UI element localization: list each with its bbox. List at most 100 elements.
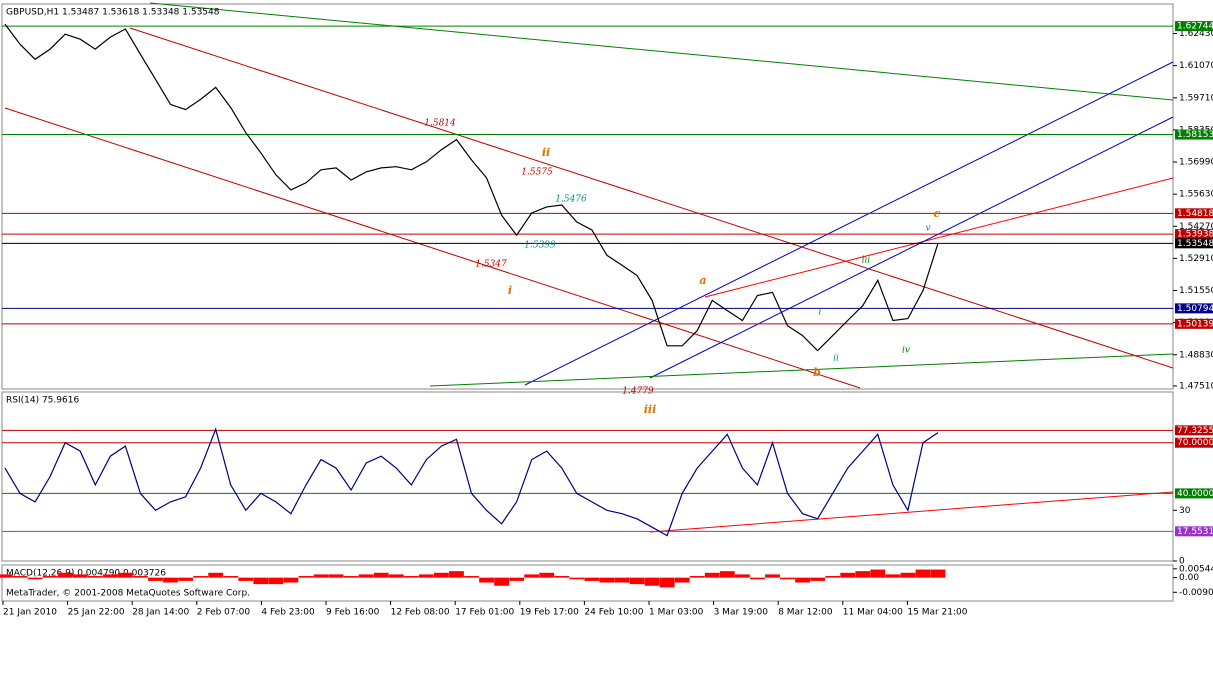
level-label: 1.62744 [1177,22,1213,32]
histogram-bar [133,576,148,578]
level-label: 40.0000 [1177,489,1213,499]
rsi-panel [1,391,1174,562]
histogram-bar [328,574,344,578]
histogram-bar [102,574,118,578]
histogram-bar [193,576,209,578]
histogram-bar [358,574,374,578]
histogram-bar [885,574,901,578]
histogram-bar [72,574,88,578]
histogram-bar [689,576,705,578]
series-line [4,427,939,537]
level-label-box [1175,488,1213,499]
histogram-bar [148,577,163,581]
wave-annotation: i [508,284,512,297]
macd-panel [1,564,1174,602]
y-tick-label: 1.59710 [1179,93,1213,103]
wave-annotation: c [934,207,941,220]
wave-annotation: b [813,366,821,379]
histogram-bar [238,577,254,581]
trendline [704,177,1174,298]
wave-annotation: v [925,224,930,234]
x-tick-label: 1 Mar 03:00 [649,608,704,618]
histogram-bar [584,577,600,581]
wave-annotation: iii [644,403,657,416]
y-tick-label: 0.00544 [1179,564,1213,574]
level-label: 70.0000 [1177,438,1213,448]
y-tick-label: -0.00903 [1179,588,1213,598]
histogram-bar [117,572,133,578]
histogram-bar [825,576,841,578]
histogram-bar [614,577,630,583]
histogram-bar [12,576,28,578]
level-label-box [1175,129,1213,140]
x-tick-label: 12 Feb 08:00 [391,608,450,618]
histogram-bar [704,572,720,578]
histogram-bar [795,577,810,583]
level-label-box [1175,208,1213,219]
footer: MetaTrader, © 2001-2008 MetaQuotes Softw… [6,589,250,599]
histogram-bar [87,576,103,578]
histogram-bar [509,577,525,581]
histogram-bar [403,576,419,578]
histogram-bar [930,569,946,578]
trendline [649,491,1174,533]
histogram-bar [418,574,434,578]
x-tick-label: 15 Mar 21:00 [907,608,967,618]
histogram-bar [433,572,449,578]
y-tick-label: 1.55630 [1179,190,1213,200]
histogram-bar [283,577,299,583]
histogram-bar [42,576,58,578]
histogram-bar [780,577,795,580]
x-tick-label: 8 Mar 12:00 [778,608,833,618]
histogram-bar [659,577,675,588]
histogram-bar [539,572,555,578]
wave-annotation: a [699,274,706,287]
level-label: 1.58153 [1177,130,1213,140]
level-label-box [1175,425,1213,436]
histogram-bar [494,577,510,586]
level-label-box [1175,238,1213,249]
histogram-bar [223,576,239,578]
wave-annotation: iii [862,256,871,266]
x-tick-label: 4 Feb 23:00 [261,608,315,618]
wave-annotation: 1.5347 [475,260,507,270]
trendline [129,27,1174,369]
histogram-bar [479,577,494,583]
histogram-bar [0,574,13,578]
wave-annotation: ii [542,146,550,159]
panel-title: MACD(12,26,9) 0.004790 0.003726 [6,569,166,579]
histogram-bar [569,577,585,580]
histogram-bar [27,577,43,580]
histogram-bar [734,574,750,578]
x-tick-label: 21 Jan 2010 [3,608,57,618]
trendline [429,353,1174,387]
histogram-bar [313,574,329,578]
x-tick-label: 19 Feb 17:00 [520,608,579,618]
histogram-bar [268,577,284,585]
level-label-box [1175,303,1213,314]
histogram-bar [644,577,660,586]
histogram-bar [178,577,193,581]
level-label-box [1175,21,1213,32]
level-label: 1.53548 [1177,239,1213,249]
histogram-bar [915,569,931,578]
histogram-bar [163,577,178,583]
x-tick-label: 11 Mar 04:00 [843,608,903,618]
histogram-bar [343,576,359,578]
x-tick-label: 17 Feb 01:00 [455,608,514,618]
panel-title: RSI(14) 75.9616 [6,396,79,406]
histogram-bar [840,572,856,578]
wave-annotation: 1.5399 [524,241,556,251]
y-tick-label: 1.47510 [1179,381,1213,391]
y-tick-label: 0 [1179,557,1185,567]
histogram-bar [599,577,615,583]
histogram-bar [524,574,540,578]
x-tick-label: 9 Feb 16:00 [326,608,380,618]
y-tick-label: 1.62430 [1179,29,1213,39]
level-label-box [1175,318,1213,329]
wave-annotation: ii [833,354,839,364]
y-tick-label: 30 [1179,506,1191,516]
x-tick-label: 24 Feb 10:00 [584,608,643,618]
level-label: 1.53938 [1177,230,1213,240]
